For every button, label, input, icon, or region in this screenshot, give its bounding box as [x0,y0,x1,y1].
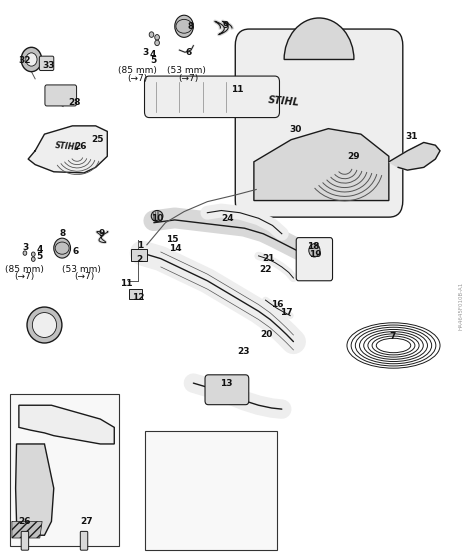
Text: HA4645F010B-A1: HA4645F010B-A1 [458,281,464,330]
Text: STIHL: STIHL [55,141,81,152]
Polygon shape [389,142,440,170]
Text: (85 mm): (85 mm) [118,66,157,75]
Text: 10: 10 [151,214,163,224]
Text: 33: 33 [43,61,55,70]
Text: 27: 27 [80,517,92,526]
FancyBboxPatch shape [235,29,403,217]
Text: (→7): (→7) [14,272,35,281]
Circle shape [26,53,37,66]
Polygon shape [12,522,42,538]
Text: (→7): (→7) [128,75,148,83]
Text: 20: 20 [260,330,273,339]
Text: 26: 26 [74,142,87,151]
Text: 11: 11 [119,279,132,288]
Bar [9,394,119,547]
Polygon shape [254,128,389,201]
FancyBboxPatch shape [39,56,54,71]
Circle shape [21,47,42,72]
Circle shape [309,244,320,257]
Circle shape [155,34,159,40]
Text: 30: 30 [290,125,302,134]
Circle shape [31,252,35,256]
Circle shape [175,15,193,37]
FancyBboxPatch shape [145,76,280,117]
Text: 25: 25 [91,135,103,144]
Text: 2: 2 [137,255,143,264]
Polygon shape [16,444,54,535]
Bar [129,289,142,299]
Text: 29: 29 [347,152,360,161]
Text: 32: 32 [18,56,31,65]
Text: 18: 18 [307,242,319,251]
Text: 13: 13 [220,379,232,388]
Text: 9: 9 [223,21,229,29]
Text: 26: 26 [18,517,31,526]
Circle shape [23,251,27,255]
FancyBboxPatch shape [296,237,333,281]
Text: (53 mm): (53 mm) [167,66,206,75]
Text: 3: 3 [142,48,148,57]
Text: (85 mm): (85 mm) [5,265,44,274]
Text: (→7): (→7) [179,75,199,83]
Ellipse shape [27,307,62,343]
Text: 4: 4 [150,50,156,59]
FancyBboxPatch shape [45,85,77,106]
Bar [130,249,147,261]
Text: 8: 8 [60,229,66,237]
Text: 7: 7 [389,331,396,341]
Circle shape [31,257,35,261]
Ellipse shape [32,312,56,337]
Text: 6: 6 [73,247,79,256]
Text: 5: 5 [36,252,43,261]
Text: 3: 3 [23,243,29,252]
Bar [145,431,277,550]
Text: 31: 31 [406,132,419,141]
FancyBboxPatch shape [205,375,249,405]
Circle shape [149,32,154,37]
Polygon shape [19,405,114,444]
Text: STIHL: STIHL [268,95,301,107]
Text: 17: 17 [280,308,293,317]
Circle shape [54,238,71,258]
FancyBboxPatch shape [21,532,28,550]
Circle shape [155,40,159,46]
Text: 8: 8 [188,22,194,31]
Wedge shape [284,18,354,59]
Text: 22: 22 [260,265,272,274]
Text: 21: 21 [263,254,275,263]
Ellipse shape [151,211,163,222]
Text: (53 mm): (53 mm) [62,265,101,274]
Text: 14: 14 [169,244,182,252]
Text: 23: 23 [237,346,250,355]
Text: 19: 19 [309,250,322,259]
Text: (→7): (→7) [74,272,94,281]
Text: 24: 24 [221,214,234,224]
Text: 11: 11 [231,86,244,95]
Text: 12: 12 [132,294,145,302]
Text: 28: 28 [68,97,81,107]
FancyBboxPatch shape [80,532,88,550]
Polygon shape [28,126,107,173]
Text: 9: 9 [98,229,104,238]
Text: 16: 16 [271,300,283,309]
Text: 15: 15 [166,235,179,244]
Text: 6: 6 [186,48,192,57]
Text: 5: 5 [150,56,156,65]
Text: 4: 4 [36,245,43,254]
Text: 1: 1 [137,241,143,250]
